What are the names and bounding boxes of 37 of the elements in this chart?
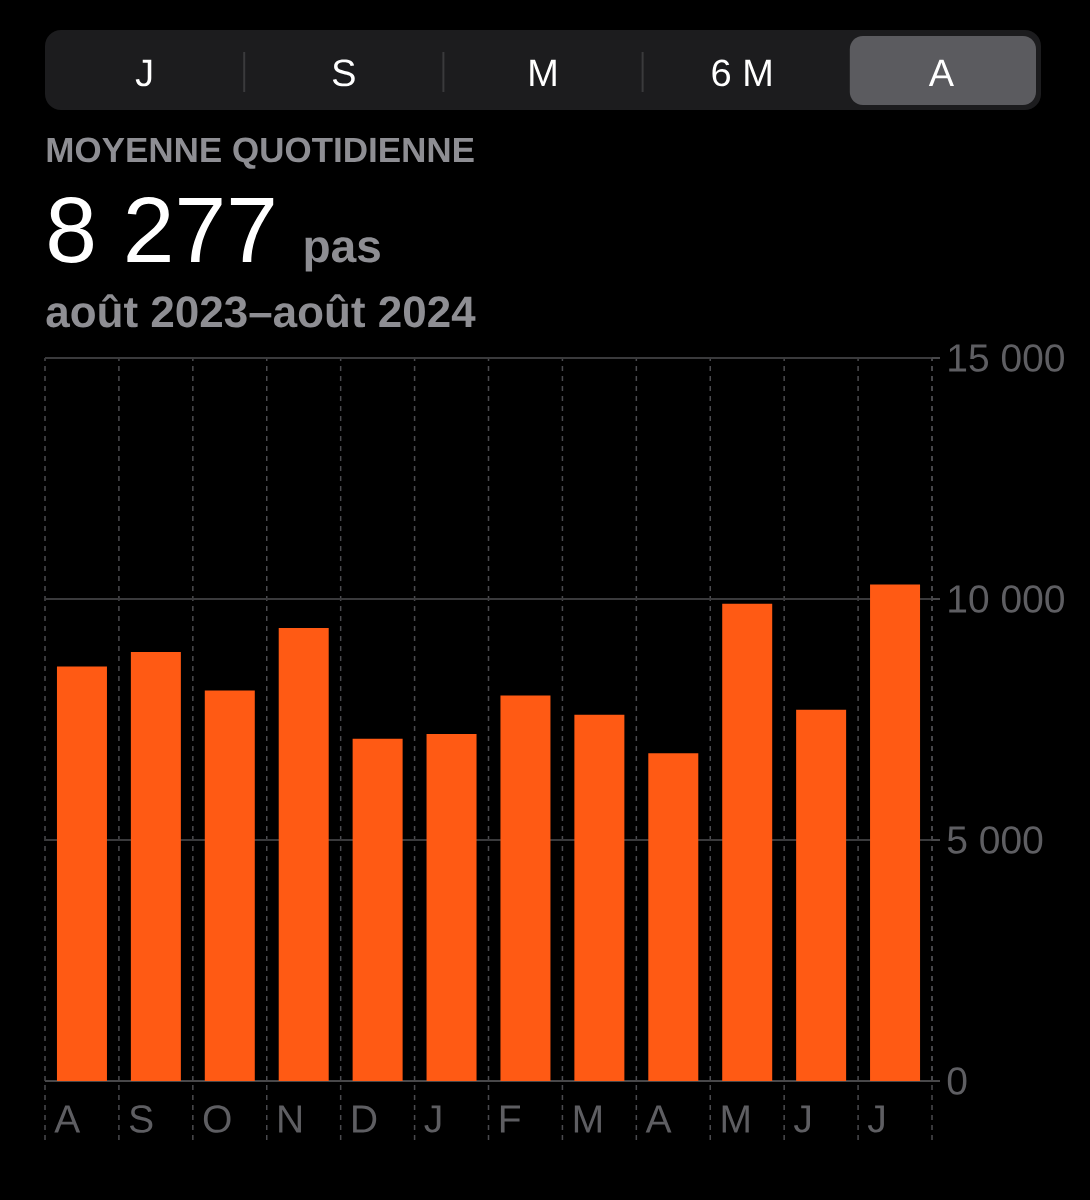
bar — [648, 753, 699, 1081]
x-tick-label: J — [424, 1105, 441, 1133]
x-tick-label: J — [867, 1105, 884, 1133]
bar — [426, 733, 477, 1081]
bar — [56, 666, 107, 1081]
y-tick-label: 0 — [947, 1067, 967, 1095]
y-tick-label: 5 000 — [947, 826, 1043, 854]
x-tick-label: N — [279, 1105, 301, 1133]
bar — [352, 738, 403, 1081]
bar — [870, 584, 921, 1081]
x-tick-label: M — [574, 1105, 601, 1133]
x-tick-label: F — [500, 1105, 520, 1133]
bar — [204, 690, 255, 1081]
y-tick-label: 10 000 — [949, 585, 1064, 613]
text: 6 M — [712, 59, 771, 87]
text: J — [135, 59, 152, 87]
y-tick-label: 15 000 — [949, 344, 1064, 372]
x-tick-label: S — [129, 1105, 153, 1133]
x-tick-label: D — [353, 1105, 377, 1133]
bar — [722, 603, 773, 1081]
chart-title: MOYENNE QUOTIDIENNE — [47, 137, 474, 169]
chart-subtitle: août 2023–août 2024 — [46, 294, 476, 328]
x-tick-label: O — [203, 1105, 231, 1133]
bar — [500, 695, 551, 1081]
x-tick-label: A — [54, 1105, 81, 1133]
text: pas — [305, 237, 380, 272]
text: M — [530, 59, 556, 86]
bar — [796, 709, 847, 1081]
text: 8 277 — [49, 197, 274, 263]
x-tick-label: M — [722, 1105, 749, 1133]
bar — [574, 714, 625, 1081]
bar — [130, 652, 181, 1081]
text: S — [332, 59, 355, 87]
bar — [278, 627, 329, 1081]
x-tick-label: J — [794, 1105, 810, 1133]
text: A — [928, 59, 954, 86]
x-tick-label: A — [645, 1105, 672, 1133]
